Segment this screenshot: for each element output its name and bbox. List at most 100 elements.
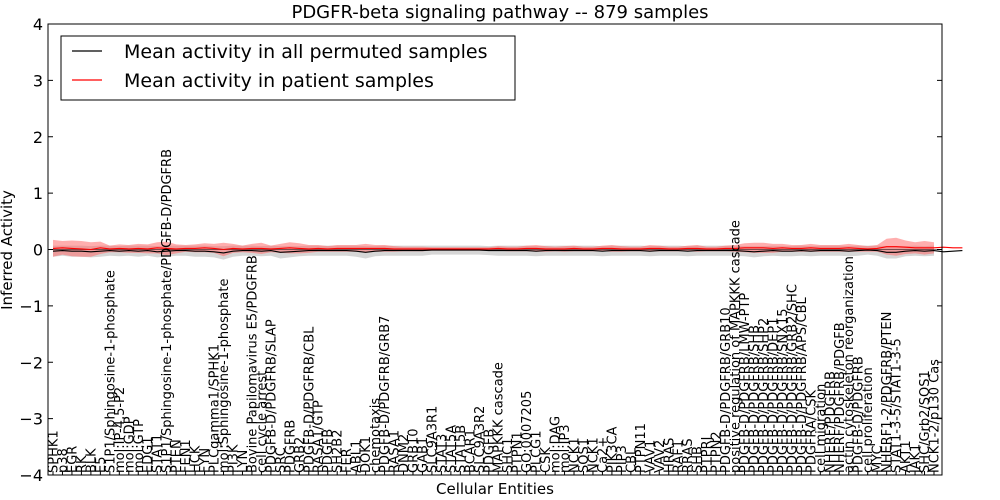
- category-label-83: NHERF/PDGFRB/PDGFB: [833, 322, 848, 473]
- category-label-3: RK: [75, 455, 90, 473]
- category-label-81: cell migration: [814, 384, 829, 473]
- y-tick-label-6: 2: [33, 128, 43, 147]
- category-label-18: mol:Sphingosine-1-phosphate: [217, 279, 232, 473]
- category-label-34: chemotaxis: [369, 398, 384, 473]
- legend-box: [60, 35, 516, 101]
- category-label-43: STAT5B: [454, 425, 469, 473]
- patient-std-band: [53, 237, 934, 257]
- category-label-36: RASA1: [388, 430, 403, 473]
- category-label-52: CSK: [539, 447, 554, 473]
- category-label-71: PDGFB-D/PDGFRB/GRB10: [719, 307, 734, 473]
- category-label-85: PDGFB-D/PDGFRB: [852, 356, 867, 473]
- category-label-16: FYN: [198, 448, 213, 473]
- category-label-6: S1P1/Sphingosine-1-phosphate: [103, 270, 118, 473]
- category-label-75: PDGFB-D/PDGFRB/SHP2: [757, 318, 772, 473]
- category-label-69: PTPRJ: [700, 437, 715, 474]
- category-label-63: VAV1: [643, 440, 658, 473]
- category-label-27: PDGFB-D/PDGFRB/CBL: [302, 326, 317, 473]
- category-label-49: PTPN1: [511, 431, 526, 473]
- category-label-88: NHERF1-2/PDGFRB/PTEN: [880, 312, 895, 473]
- series-lines: [52, 246, 963, 254]
- category-label-1: p38: [56, 448, 71, 473]
- category-label-62: PTPN11: [634, 423, 649, 473]
- category-label-61: CBL: [624, 447, 639, 473]
- x-axis-label: Cellular Entities: [436, 480, 554, 498]
- category-label-5: E5: [94, 457, 109, 474]
- category-label-31: FER: [340, 448, 355, 473]
- y-tick-label-1: −3: [19, 410, 43, 429]
- category-label-70: PTPN2: [710, 431, 725, 473]
- y-tick-label-7: 3: [33, 71, 43, 90]
- category-label-59: PIK3CA: [605, 426, 620, 473]
- category-label-77: PDGFB-D/PDGFRB/SNX15: [776, 308, 791, 473]
- category-label-4: BLK: [84, 448, 99, 473]
- category-label-25: PDGFRB: [283, 420, 298, 473]
- category-label-19: PI3K: [227, 444, 242, 473]
- category-label-44: BCAR1: [463, 429, 478, 473]
- y-tick-label-2: −2: [19, 353, 43, 372]
- y-tick-label-4: 0: [33, 241, 43, 260]
- category-label-39: GAB1: [416, 437, 431, 473]
- category-label-32: ABL1: [350, 440, 365, 473]
- category-label-57: NCK1: [587, 437, 602, 473]
- legend-label-patient: Mean activity in patient samples: [124, 70, 434, 92]
- category-label-64: VAV2: [653, 440, 668, 473]
- category-label-8: mol:GDP: [122, 416, 137, 473]
- category-label-14: FEN1: [179, 439, 194, 473]
- category-label-23: PDGFB-D/PDGFRB/SLAP: [264, 319, 279, 473]
- category-label-60: PIP3: [615, 445, 630, 473]
- category-label-10: EDG1: [141, 436, 156, 473]
- category-label-0: SPHK1: [47, 430, 62, 473]
- category-label-66: RAF1: [672, 440, 687, 473]
- category-label-58: Ca2+: [596, 437, 611, 473]
- category-labels: SPHK1p38EGRRKBLKE5S1P1/Sphingosine-1-pho…: [47, 149, 943, 474]
- category-label-93: NCK1-2/p130 Cas: [928, 359, 943, 473]
- category-label-87: MYC: [871, 445, 886, 473]
- category-label-38: GRB10: [407, 428, 422, 473]
- category-label-91: JAK1: [909, 444, 924, 474]
- category-label-72: positive regulation of MAPKKK cascade: [729, 220, 744, 473]
- y-axis-label: Inferred Activity: [0, 190, 16, 310]
- category-label-68: SHB: [691, 446, 706, 473]
- category-label-11: STAT1: [151, 434, 166, 473]
- legend: Mean activity in all permuted samples Me…: [60, 35, 516, 101]
- category-label-48: SHC1: [501, 438, 516, 473]
- category-label-29: PDGFB: [321, 429, 336, 473]
- category-label-92: SHC/Grb2/SOS1: [918, 370, 933, 473]
- category-label-42: STAT5A: [444, 425, 459, 473]
- category-label-84: actin cytoskeleton reorganization: [842, 256, 857, 473]
- category-label-37: DNM2: [397, 434, 412, 473]
- category-label-73: PDGFB-D/PDGFRB/LMW-PTP: [738, 293, 753, 473]
- category-label-9: mol:GTP: [132, 419, 147, 473]
- category-label-2: EGR: [65, 446, 80, 473]
- category-label-65: HRAS: [662, 438, 677, 473]
- category-label-21: Bovine Papilomavirus E5/PDGFRB: [245, 255, 260, 473]
- category-label-12: S1P1/Sphingosine-1-phosphate/PDGFB-D/PDG…: [160, 149, 175, 473]
- category-label-89: STAT1-3-5/STAT1-3-5: [890, 338, 905, 473]
- category-label-86: cell proliferation: [861, 367, 876, 473]
- category-label-41: STAT3: [435, 434, 450, 473]
- category-label-40: SLC9A3R1: [425, 406, 440, 473]
- category-label-13: PTEN: [170, 439, 185, 473]
- category-label-56: SOS1: [577, 438, 592, 473]
- category-label-15: HCK: [189, 445, 204, 473]
- category-label-76: PDGFB-D/PDGFRB/DEP1: [767, 318, 782, 473]
- legend-label-permuted: Mean activity in all permuted samples: [124, 41, 487, 63]
- category-label-33: DOK1: [359, 436, 374, 473]
- category-label-30: SH2B2: [331, 430, 346, 474]
- category-label-54: mol:IP3: [558, 424, 573, 473]
- category-label-46: PDGFB: [482, 429, 497, 473]
- category-label-26: GRB2: [293, 437, 308, 473]
- category-label-53: mol:DAG: [549, 416, 564, 473]
- x-axis-ticks: [52, 471, 935, 475]
- category-label-78: PDGFB-D/PDGFRB/GRB2/SHC: [785, 284, 800, 473]
- category-label-7: mol:IP-4,5-P2: [113, 387, 128, 473]
- category-label-90: AKT1: [899, 440, 914, 473]
- category-label-50: GO:0007205: [520, 391, 535, 473]
- category-label-28: RASA1/GTP: [312, 400, 327, 473]
- y-tick-label-5: 1: [33, 184, 43, 203]
- category-label-80: PDGFRA/CSK: [804, 389, 819, 473]
- permuted-mean-line: [52, 249, 963, 254]
- category-label-47: MAPKKK cascade: [492, 362, 507, 473]
- category-label-67: RRAS: [681, 438, 696, 473]
